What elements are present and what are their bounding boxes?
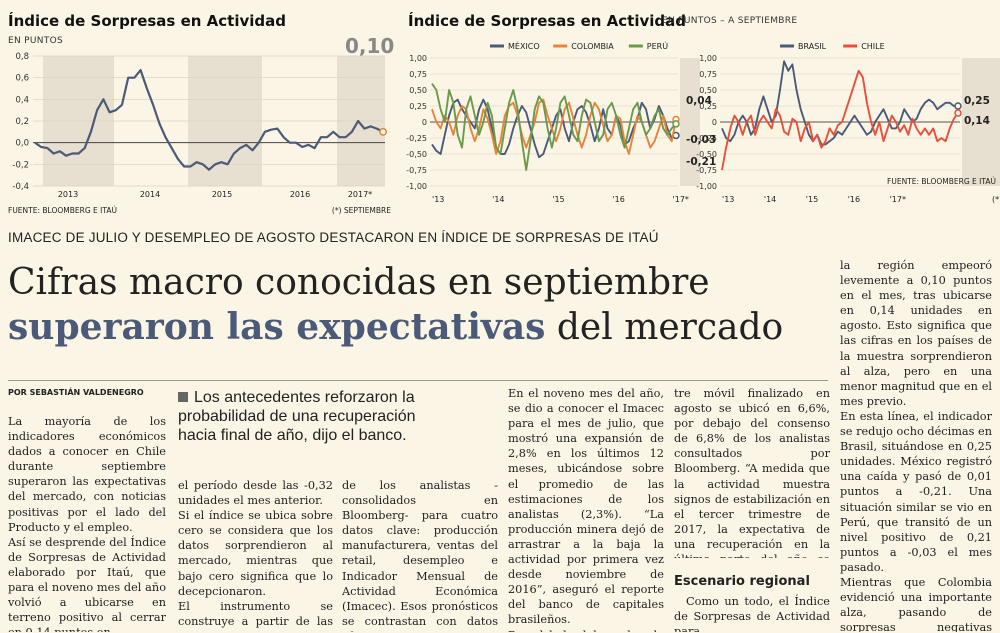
right-panel-ytick: -0,50	[696, 150, 717, 159]
right-panel-ytick: 0,25	[699, 102, 717, 111]
right-panel-shade	[962, 58, 1000, 186]
left-chart-series-line	[34, 69, 384, 171]
end-label-chile: 0,14	[964, 115, 990, 127]
headline-line2: superaron las expectativas del mercado	[8, 306, 783, 349]
left-panel-xtick: '15	[552, 195, 564, 204]
summary-box: Los antecedentes reforzaron la probabili…	[178, 388, 418, 445]
summary: Los antecedentes reforzaron la probabili…	[178, 389, 416, 444]
right-panel-xtick: '15	[806, 195, 818, 204]
left-panel-endpoint-2	[672, 120, 680, 128]
right-panel-legend-label-1: CHILE	[861, 42, 884, 51]
left-chart-xtick: 2016	[290, 190, 310, 199]
left-chart-ytick: 0,6	[15, 74, 29, 84]
left-chart-xtick: 2015	[212, 190, 232, 199]
right-panel-xtick: '13	[722, 195, 734, 204]
left-panel-xtick: '14	[492, 195, 504, 204]
right-panel-ytick: 1,00	[699, 54, 717, 63]
end-label-brasil: 0,25	[964, 95, 990, 107]
article-col-1: La mayoría de los indicadores económicos…	[8, 415, 166, 632]
left-chart-subtitle: EN PUNTOS	[8, 36, 64, 46]
left-chart-xtick: 2017*	[348, 190, 372, 199]
left-chart-xtick: 2013	[58, 190, 78, 199]
kicker: IMACEC DE JULIO Y DESEMPLEO DE AGOSTO DE…	[8, 230, 659, 245]
left-chart-xtick: 2014	[140, 190, 160, 199]
summary-bullet-icon	[178, 392, 188, 402]
right-chart-subtitle: EN PUNTOS – A SEPTIEMBRE	[662, 16, 798, 26]
left-chart: 0,8 0,6 0,4 0,2 0,0 -0,2 -0,4 2013 2014 2015 2016 2…	[8, 52, 391, 215]
right-panel-ytick: 0	[712, 118, 717, 127]
left-chart-last-point	[379, 127, 387, 136]
left-chart-ytick: 0,4	[15, 95, 29, 105]
byline: POR SEBASTIÁN VALDENEGRO	[8, 388, 144, 397]
left-panel-ytick: 0	[422, 118, 427, 127]
left-chart-ytick: 0,0	[15, 139, 29, 149]
left-chart-ytick: 0,2	[15, 117, 29, 127]
right-panel-xtick: '16	[848, 195, 860, 204]
right-panel-ytick: 0,50	[699, 86, 717, 95]
end-label-perú: -0,03	[686, 134, 716, 146]
left-panel-ytick: 1,00	[409, 54, 427, 63]
article-col-2: el período desde las -0,32 unidades el m…	[178, 479, 333, 632]
left-chart-source: FUENTE: BLOOMBERG E ITAÚ	[8, 206, 117, 215]
right-chart-source: FUENTE: BLOOMBERG E ITAÚ	[887, 177, 996, 186]
right-panel-series-0	[721, 60, 958, 146]
left-chart-footnote: (*) SEPTIEMBRE	[332, 206, 391, 215]
right-panel-ytick: -0,75	[696, 166, 717, 175]
left-panel-ytick: 0,50	[409, 86, 427, 95]
left-panel-ytick: 0,75	[409, 70, 427, 79]
headline-bold: superaron las expectativas	[8, 306, 546, 348]
left-panel-ytick: -1,00	[406, 182, 427, 191]
article-col-4: En el noveno mes del año, se dio a conoc…	[508, 387, 664, 632]
end-label-méxico: -0,21	[686, 156, 716, 168]
left-panel-ytick: -0,50	[406, 150, 427, 159]
left-panel-ytick: -0,75	[406, 166, 427, 175]
end-label-colombia: 0,04	[686, 95, 712, 107]
right-panel-ytick: -0,25	[696, 134, 717, 143]
right-chart-title: Índice de Sorpresas en Actividad	[408, 12, 686, 30]
left-panel-legend-label-1: COLOMBIA	[571, 42, 614, 51]
right-panel-xtick: '17*	[890, 195, 906, 204]
right-panel-ytick: 0,75	[699, 70, 717, 79]
headline-rest: del mercado	[556, 307, 784, 348]
left-chart-title: Índice de Sorpresas en Actividad	[8, 12, 286, 30]
headline-line1: Cifras macro conocidas en septiembre	[8, 262, 710, 303]
left-chart-last-value: 0,10	[345, 34, 395, 58]
right-panel-endpoint-1	[954, 109, 962, 117]
right-panel-series-1	[721, 69, 959, 171]
left-chart-ytick: -0,4	[12, 182, 29, 192]
right-panel-xtick: (*) SEPT.	[992, 195, 1000, 204]
article-col-6: la región empeoró levemente a 0,10 punto…	[840, 259, 992, 632]
article-col-5b: Como un todo, el Índice de Sorpresas de …	[674, 595, 830, 632]
article-col-5: tre móvil finalizado en agosto se ubicó …	[674, 387, 830, 558]
left-panel-xtick: '13	[432, 195, 444, 204]
right-panel-endpoint-0	[954, 102, 962, 110]
left-panel-xtick: '17*	[673, 195, 689, 204]
right-panel-xtick: '14	[764, 195, 776, 204]
article-col-3: de los analistas -consolidados en Bloomb…	[342, 479, 498, 632]
left-chart-ytick: 0,8	[15, 52, 29, 62]
left-panel-legend-label-0: MÉXICO	[508, 40, 540, 51]
left-panel-legend-label-2: PERÚ	[647, 40, 668, 51]
left-chart-ytick: -0,2	[12, 160, 29, 170]
left-panel-series-2	[431, 83, 677, 171]
right-panel-legend-label-0: BRASIL	[798, 42, 827, 51]
right-chart: 1,00 0,75 0,50 0,25 0 -0,25 -0,50 -0,75 -1,00 '13…	[406, 40, 1000, 204]
left-panel-shade	[680, 58, 700, 186]
headline-rule	[8, 380, 828, 381]
left-panel-ytick: -0,25	[406, 134, 427, 143]
left-panel-ytick: 0,25	[409, 102, 427, 111]
right-panel-ytick: -1,00	[696, 182, 717, 191]
subhead-escenario-regional: Escenario regional	[674, 574, 810, 589]
left-panel-xtick: '16	[612, 195, 624, 204]
